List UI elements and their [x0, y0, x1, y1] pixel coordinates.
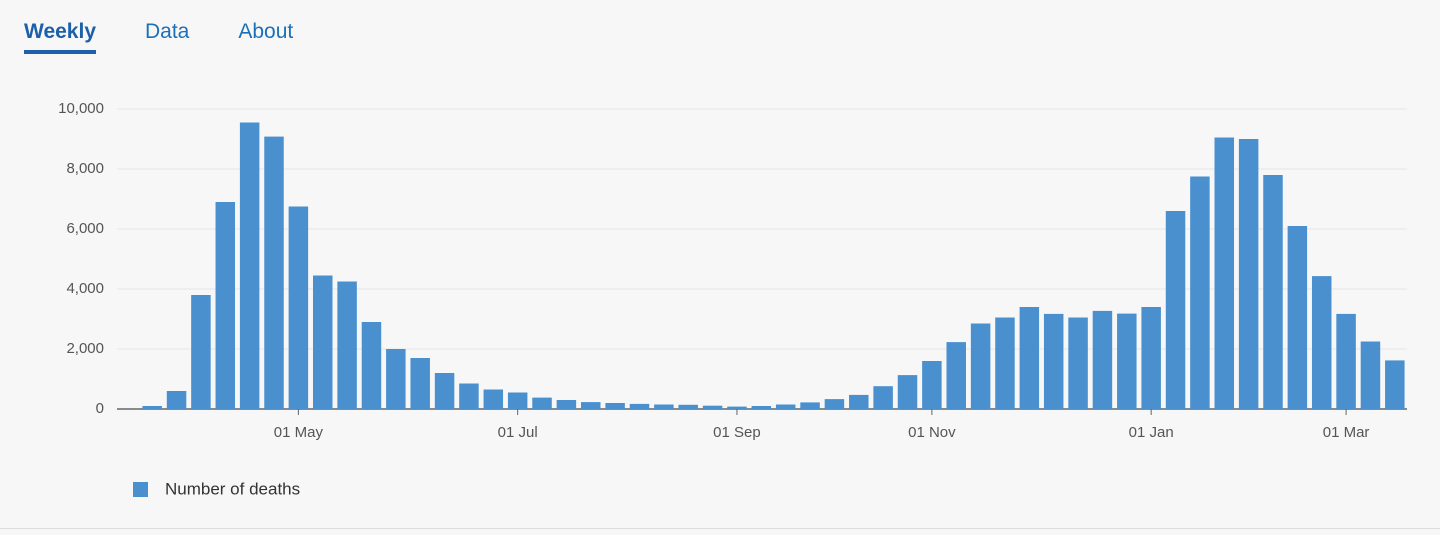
bar	[434, 373, 455, 409]
bar	[483, 389, 504, 409]
bar	[824, 399, 845, 409]
bar	[1190, 176, 1210, 409]
bar	[1385, 360, 1405, 409]
tab[interactable]: Data	[145, 20, 190, 43]
y-tick-label: 6,000	[66, 220, 104, 237]
bar	[1068, 317, 1088, 409]
bar	[1165, 211, 1186, 409]
y-tick-label: 0	[96, 400, 104, 417]
x-tick-label: 01 Jul	[498, 424, 538, 441]
bar	[264, 136, 284, 409]
y-tick-label: 8,000	[66, 160, 104, 177]
bar	[922, 361, 942, 409]
x-tick-label: 01 Mar	[1323, 424, 1370, 441]
bar	[629, 403, 650, 409]
bar	[361, 322, 382, 409]
bar	[386, 349, 406, 409]
bar	[702, 405, 723, 409]
bar	[288, 206, 309, 409]
bar	[1214, 137, 1235, 409]
bar	[312, 275, 333, 409]
bar	[946, 342, 966, 409]
bar	[1092, 310, 1113, 409]
bar	[581, 402, 601, 409]
bar	[1263, 175, 1283, 409]
y-tick-label: 10,000	[58, 100, 104, 117]
bar	[1336, 313, 1356, 409]
bar	[410, 358, 430, 409]
bar	[800, 402, 820, 409]
bar	[507, 392, 528, 409]
bar	[995, 317, 1015, 409]
bar	[1019, 307, 1040, 409]
bar	[532, 397, 552, 409]
bar	[605, 403, 625, 409]
bar	[654, 404, 674, 409]
x-tick-label: 01 Sep	[713, 424, 761, 441]
bar	[1311, 276, 1332, 409]
tab[interactable]: Weekly	[24, 20, 96, 54]
bar	[678, 404, 698, 409]
bar	[556, 400, 577, 409]
bar	[1141, 307, 1161, 409]
bar	[191, 295, 211, 409]
footer-divider	[0, 528, 1440, 535]
y-tick-label: 2,000	[66, 340, 104, 357]
x-tick-label: 01 Nov	[908, 424, 956, 441]
bar	[337, 281, 357, 409]
x-tick-label: 01 Jan	[1129, 424, 1174, 441]
bar	[1287, 226, 1308, 409]
bar	[970, 323, 991, 409]
bar	[727, 406, 747, 409]
x-tick-label: 01 May	[274, 424, 324, 441]
bar	[166, 391, 187, 409]
bar	[849, 394, 869, 409]
bar	[459, 383, 479, 409]
bar	[1117, 313, 1137, 409]
bar	[239, 122, 260, 409]
bar	[897, 375, 918, 409]
bar	[873, 386, 893, 409]
bar	[215, 202, 236, 409]
y-tick-label: 4,000	[66, 280, 104, 297]
tab-bar: Weekly Data About	[24, 20, 293, 54]
legend-label: Number of deaths	[165, 479, 300, 498]
tab[interactable]: About	[238, 20, 294, 43]
bar	[142, 406, 162, 409]
bar	[751, 406, 772, 409]
bar	[1360, 341, 1381, 409]
bar	[1043, 313, 1064, 409]
legend-swatch	[133, 482, 148, 497]
bar	[775, 404, 796, 409]
bar	[1238, 139, 1259, 409]
